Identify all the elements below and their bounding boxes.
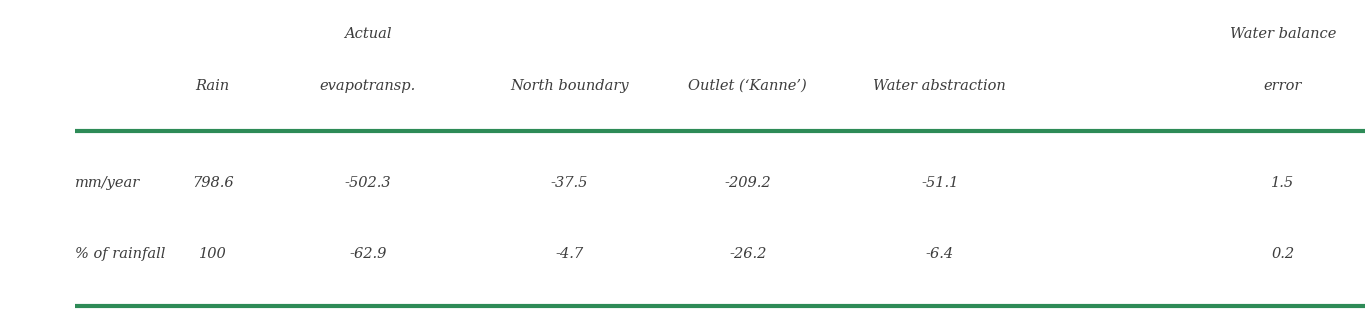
Text: 100: 100 [199,247,226,261]
Text: mm/year: mm/year [75,176,141,190]
Text: Water abstraction: Water abstraction [874,79,1006,93]
Text: error: error [1264,79,1302,93]
Text: -4.7: -4.7 [556,247,583,261]
Text: evapotransp.: evapotransp. [320,79,416,93]
Text: Water balance: Water balance [1229,27,1336,41]
Text: -37.5: -37.5 [550,176,589,190]
Text: 798.6: 798.6 [192,176,233,190]
Text: Rain: Rain [196,79,229,93]
Text: Actual: Actual [344,27,391,41]
Text: -62.9: -62.9 [348,247,387,261]
Text: 1.5: 1.5 [1272,176,1294,190]
Text: % of rainfall: % of rainfall [75,247,166,261]
Text: North boundary: North boundary [510,79,628,93]
Text: -502.3: -502.3 [344,176,391,190]
Text: -209.2: -209.2 [724,176,771,190]
Text: -51.1: -51.1 [921,176,959,190]
Text: -26.2: -26.2 [729,247,767,261]
Text: 0.2: 0.2 [1272,247,1294,261]
Text: -6.4: -6.4 [926,247,954,261]
Text: Outlet (‘Kanne’): Outlet (‘Kanne’) [689,79,807,93]
